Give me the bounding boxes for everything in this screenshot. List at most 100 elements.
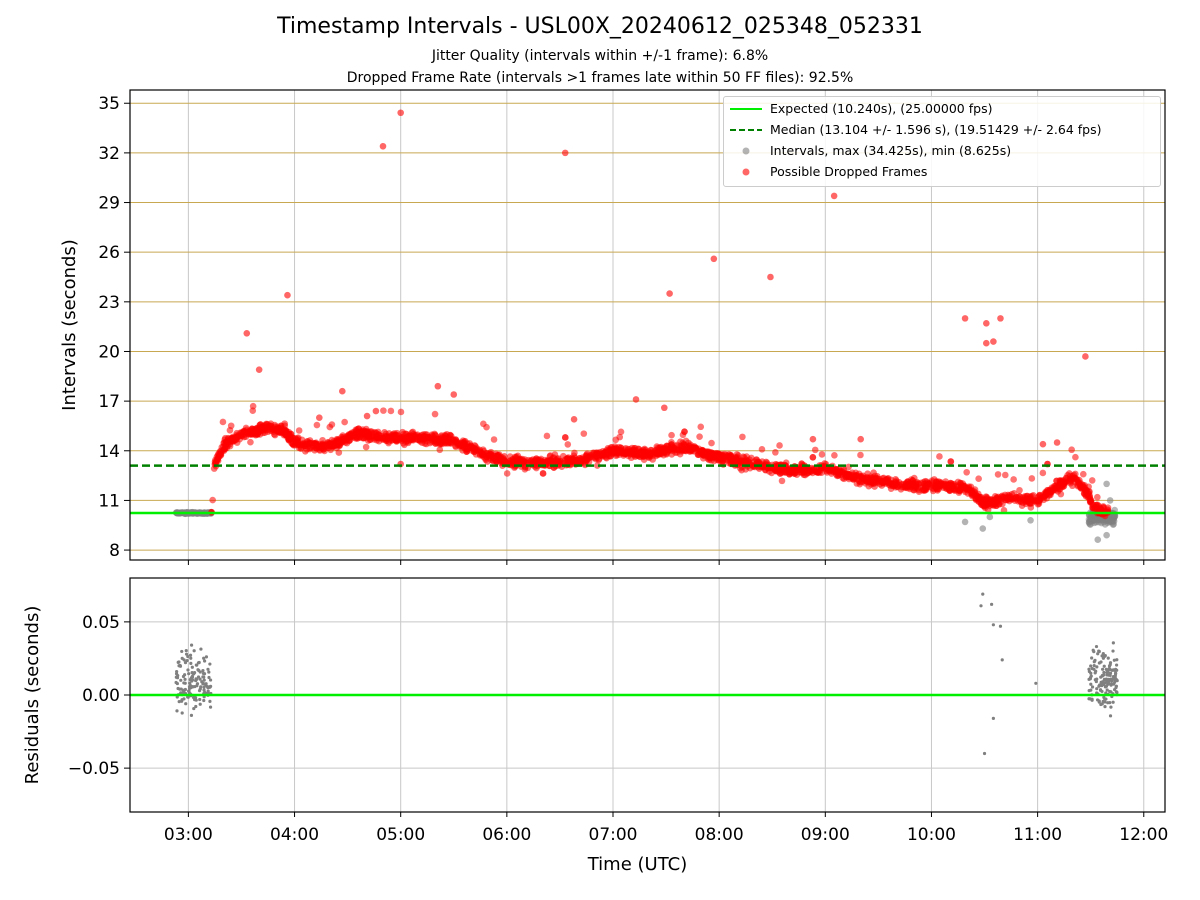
interval-point (1106, 497, 1114, 504)
residual-point (201, 671, 205, 676)
dropped-frame-point (1053, 484, 1061, 492)
dropped-frame-point (758, 445, 766, 453)
residual-point (1114, 690, 1118, 694)
dropped-frame-point (227, 422, 235, 430)
dropped-frame-point (561, 149, 569, 157)
residual-point (179, 691, 183, 695)
dropped-frame-point (381, 434, 389, 441)
residual-point (195, 677, 199, 681)
dropped-frame-point (346, 436, 354, 444)
residual-point (194, 698, 198, 702)
dropped-frame-point (255, 366, 263, 373)
dropped-frame-point (295, 427, 303, 434)
residual-point (1108, 689, 1112, 694)
dropped-frame-point (367, 428, 374, 435)
residual-point (184, 702, 188, 706)
residual-point (1100, 682, 1104, 686)
interval-point (979, 525, 987, 532)
residual-point (189, 643, 194, 647)
intervals-y-tick-label: 8 (109, 541, 120, 561)
residual-point (186, 668, 190, 672)
residual-point (990, 602, 994, 606)
residual-point (1111, 641, 1115, 645)
dropped-frame-point (677, 442, 684, 450)
dropped-frame-point (993, 494, 1001, 501)
residual-point (183, 681, 187, 685)
dropped-frame-point (463, 448, 470, 455)
dropped-frame-point (379, 142, 387, 150)
dropped-frame-point (612, 436, 620, 444)
dropped-frame-point (753, 456, 761, 463)
residual-point (1090, 656, 1094, 660)
intervals-y-tick-label: 11 (98, 491, 120, 511)
residual-point (1102, 664, 1106, 668)
residuals-y-axis-label: Residuals (seconds) (22, 606, 43, 785)
dropped-frame-point (791, 467, 799, 475)
residual-point (1092, 660, 1096, 664)
dropped-frame-point (661, 404, 668, 412)
interval-point (1103, 480, 1110, 488)
x-tick-label: 10:00 (907, 825, 956, 845)
residual-point (1106, 656, 1110, 660)
dropped-frame-point (739, 433, 746, 441)
dropped-frame-point (818, 451, 826, 458)
residual-point (1110, 677, 1115, 681)
residual-point (1114, 678, 1119, 682)
residual-point (207, 675, 211, 680)
legend-swatch-median (730, 129, 762, 131)
residual-point (192, 695, 197, 699)
residual-point (1107, 664, 1112, 668)
residual-point (199, 647, 203, 651)
dropped-frame-point (249, 425, 256, 433)
dropped-frame-point (255, 428, 262, 436)
residual-point (204, 682, 208, 686)
dropped-frame-point (570, 452, 578, 459)
residual-point (1103, 685, 1108, 689)
residual-point (180, 656, 184, 660)
residual-point (1107, 678, 1111, 682)
dropped-frame-point (617, 444, 625, 452)
dropped-frame-point (659, 448, 667, 456)
dropped-frame-point (668, 431, 675, 439)
dropped-frame-point (1062, 474, 1070, 482)
residual-point (199, 685, 203, 689)
dropped-frame-point (363, 412, 371, 420)
residual-point (175, 709, 179, 713)
dropped-frame-point (1039, 440, 1047, 448)
dropped-frame-point (809, 435, 817, 443)
dropped-frame-point (666, 447, 674, 454)
dropped-frame-point (573, 457, 580, 465)
residual-point (1087, 677, 1091, 681)
dropped-frame-point (863, 474, 871, 481)
dropped-frame-point (1010, 476, 1017, 483)
dropped-frame-point (483, 453, 491, 461)
dropped-frame-point (682, 437, 690, 445)
dropped-frame-point (691, 444, 699, 452)
dropped-frame-point (984, 506, 992, 514)
dropped-frame-point (715, 450, 722, 458)
dropped-frame-point (696, 433, 703, 440)
dropped-frame-point (1028, 475, 1036, 482)
dropped-frame-point (221, 445, 229, 453)
legend-label-dropped: Possible Dropped Frames (770, 164, 928, 179)
residual-point (1113, 674, 1117, 678)
residual-point (1090, 697, 1094, 701)
dropped-frame-point (707, 457, 715, 464)
residual-point (192, 671, 197, 675)
dropped-frame-point (338, 438, 345, 446)
dropped-frame-point (539, 470, 547, 477)
dropped-frame-point (762, 466, 769, 474)
residual-point (1089, 682, 1093, 686)
residuals-y-tick-label: 0.00 (82, 686, 120, 706)
dropped-frame-point (844, 470, 851, 477)
dropped-frame-point (1017, 498, 1025, 506)
dropped-frame-point (907, 480, 914, 487)
x-tick-label: 06:00 (482, 825, 531, 845)
residuals-y-tick-label: −0.05 (68, 759, 120, 779)
dropped-frame-point (405, 432, 413, 440)
dropped-frame-point (491, 455, 499, 462)
intervals-y-tick-label: 26 (98, 243, 120, 263)
dropped-frame-point (1094, 493, 1101, 501)
dropped-frame-point (520, 458, 528, 465)
residual-point (1087, 689, 1091, 693)
